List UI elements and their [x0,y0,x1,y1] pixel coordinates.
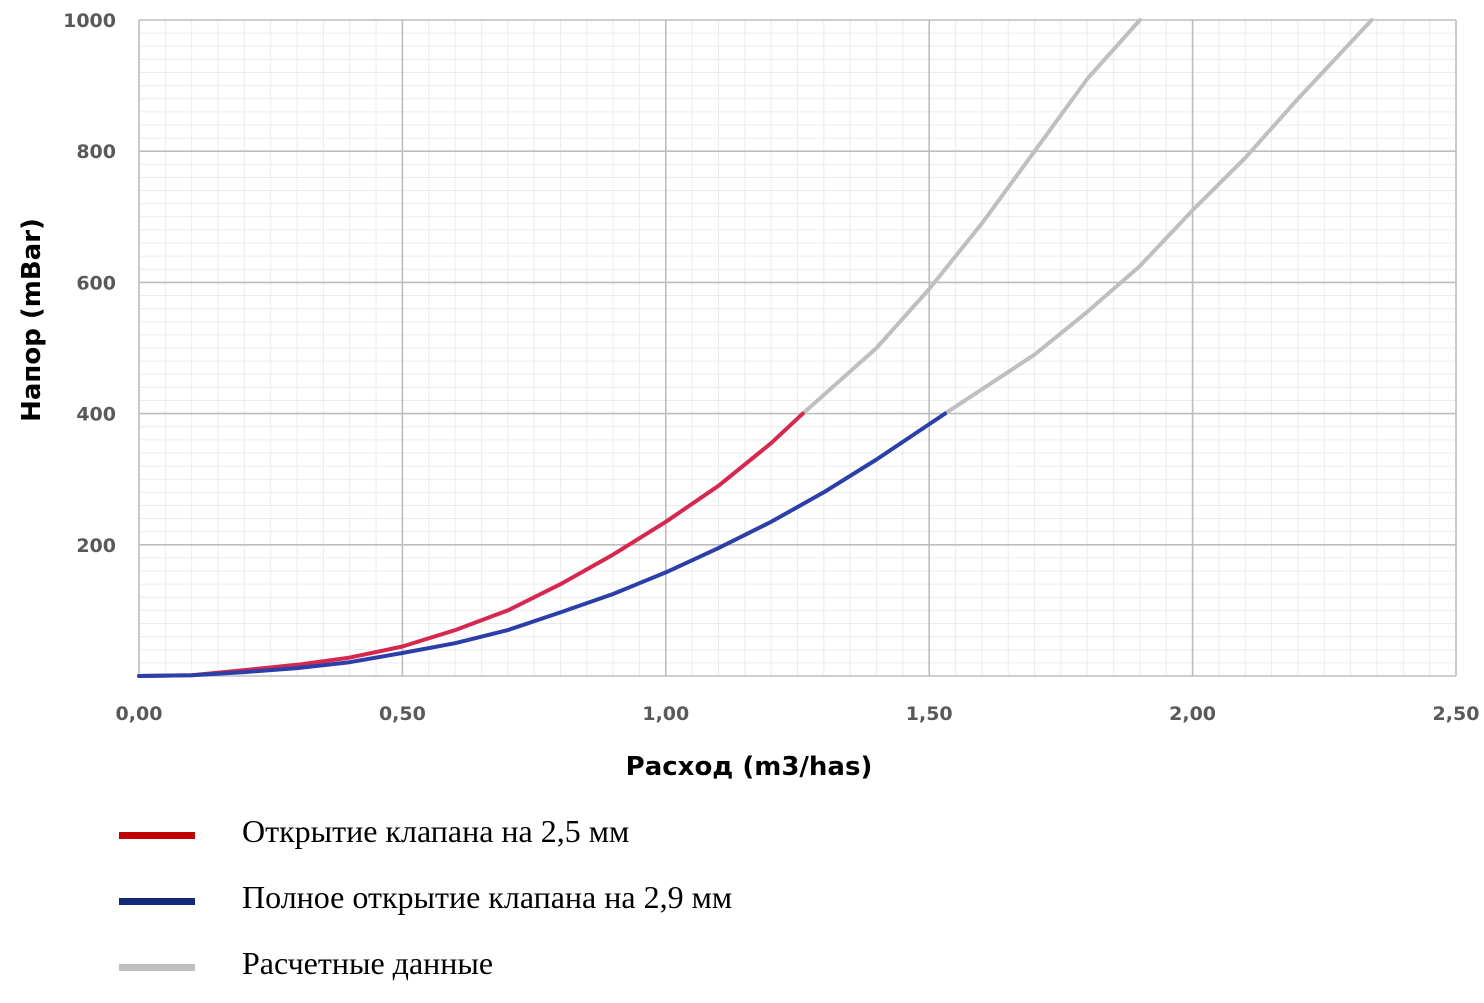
series-line-3 [943,18,1374,416]
legend: Открытие клапана на 2,5 мм Полное открыт… [115,805,1015,1003]
legend-item-valve-2-5: Открытие клапана на 2,5 мм [115,805,1015,871]
major-grid [138,19,1457,677]
legend-swatch-gray [119,964,195,971]
series-layer [137,18,1374,678]
legend-item-calculated: Расчетные данные [115,937,1015,1003]
legend-label: Расчетные данные [242,945,494,981]
x-tick-label: 0,50 [379,703,426,725]
series-line-0 [137,411,805,678]
series-line-2 [800,18,1142,416]
y-tick-label: 800 [76,141,116,163]
x-tick-label: 1,50 [906,703,953,725]
legend-label: Открытие клапана на 2,5 мм [242,813,630,849]
tick-labels: 0,00 0,50 1,00 1,50 2,00 2,50 200 400 600 800 1000 [63,10,1479,725]
x-axis-title: Расход (m3/has) [626,752,873,782]
legend-item-valve-2-9: Полное открытие клапана на 2,9 мм [115,871,1015,937]
minor-grid [138,19,1457,677]
y-tick-label: 600 [76,272,116,294]
legend-swatch-blue [119,898,195,905]
chart: 0,00 0,50 1,00 1,50 2,00 2,50 200 400 600 800 1000… [17,10,1479,782]
x-tick-label: 0,00 [116,703,163,725]
legend-swatch-red [119,832,195,839]
legend-label: Полное открытие клапана на 2,9 мм [242,879,733,915]
y-axis-title: Напор (mBar) [17,218,47,422]
x-tick-label: 1,00 [642,703,689,725]
y-tick-label: 1000 [63,10,116,32]
x-tick-label: 2,00 [1169,703,1216,725]
x-tick-label: 2,50 [1433,703,1480,725]
y-tick-label: 200 [76,535,116,557]
series-line-1 [137,411,947,678]
y-tick-label: 400 [76,404,116,426]
